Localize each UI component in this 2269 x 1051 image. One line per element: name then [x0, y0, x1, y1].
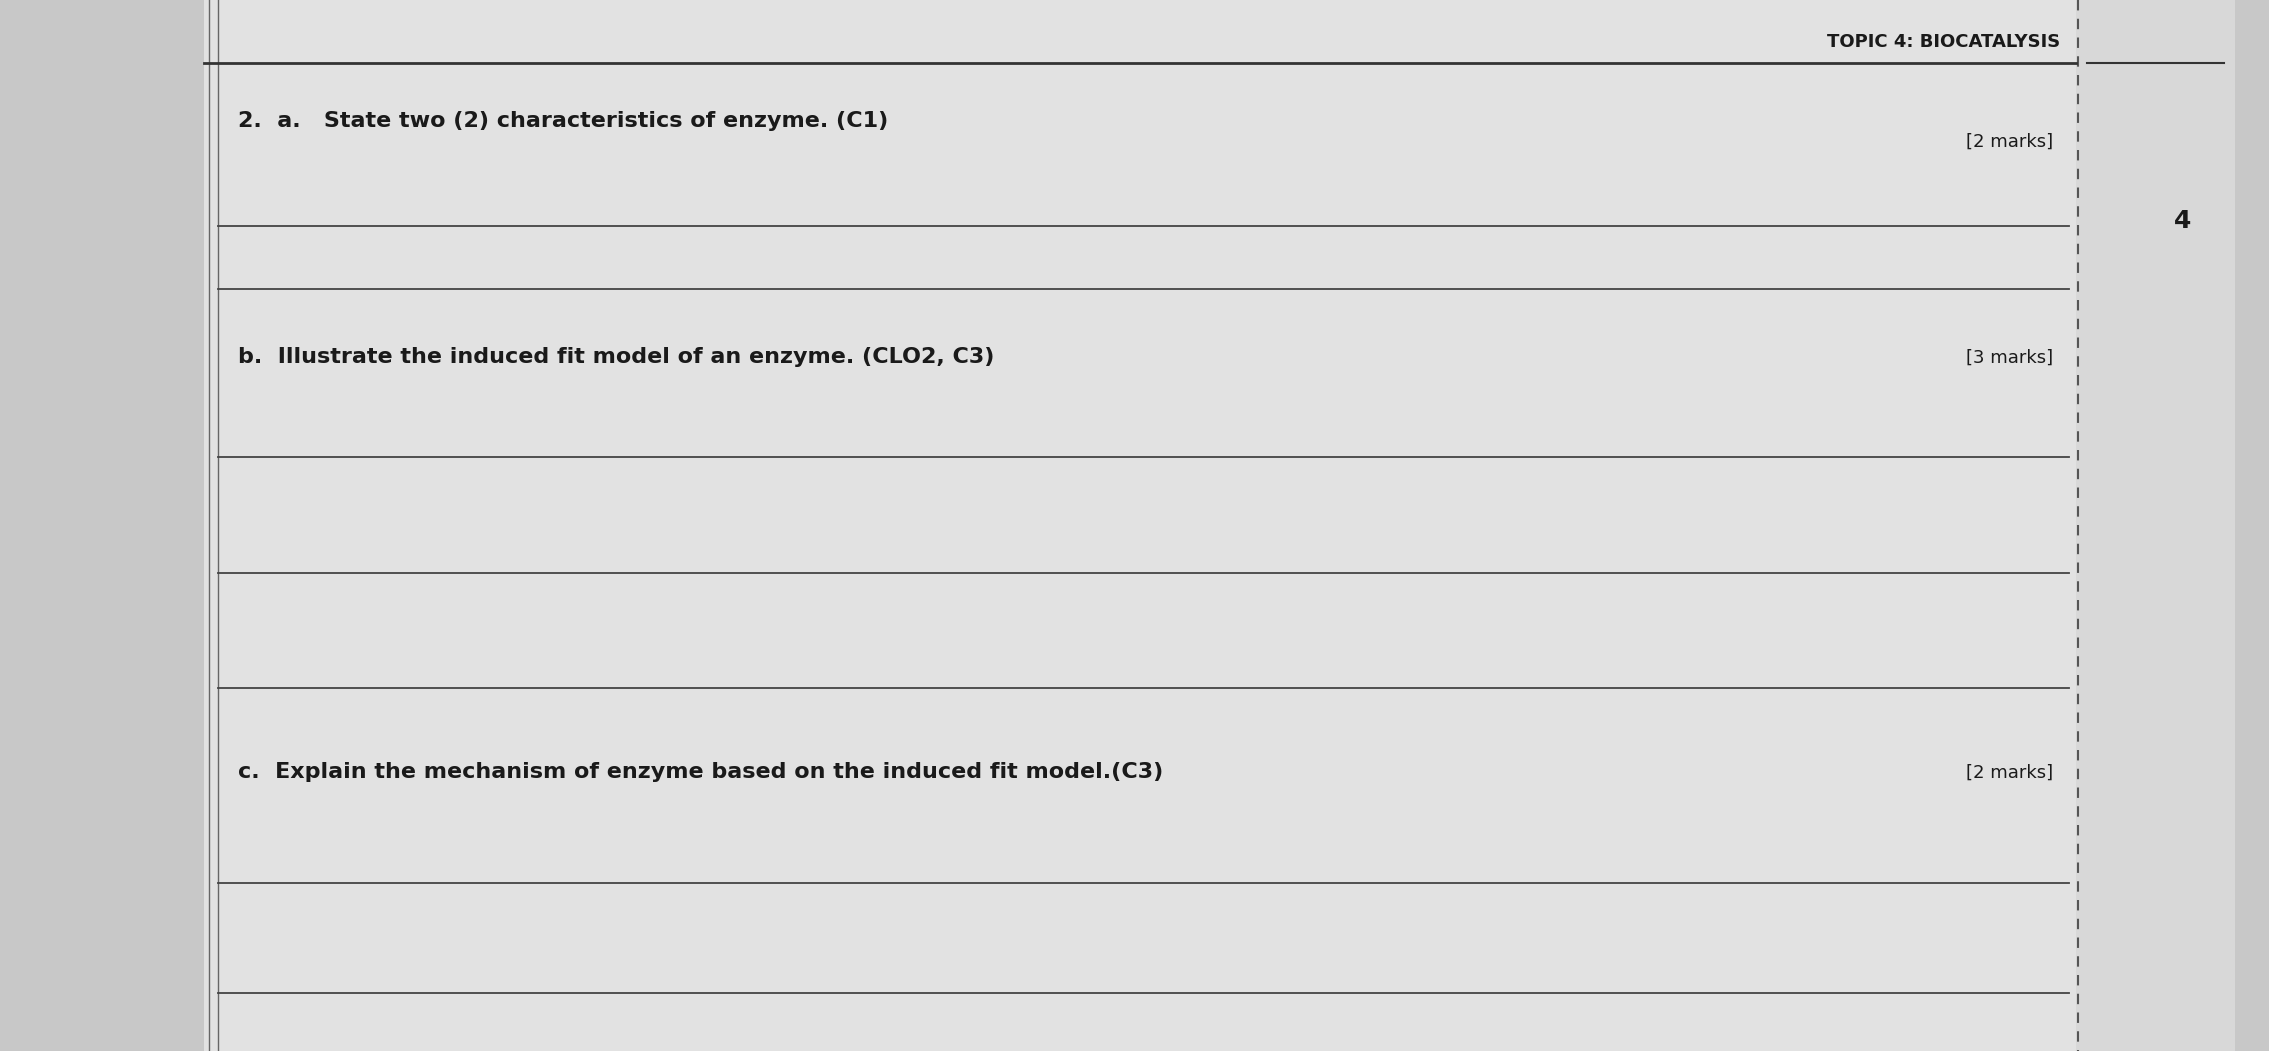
Text: [2 marks]: [2 marks] — [1967, 132, 2053, 151]
Text: [3 marks]: [3 marks] — [1967, 348, 2053, 367]
Bar — [2235, 0, 2269, 1051]
Text: b.  Illustrate the induced fit model of an enzyme. (CLO2, C3): b. Illustrate the induced fit model of a… — [238, 347, 994, 368]
Bar — [204, 0, 2076, 1051]
Text: TOPIC 4: BIOCATALYSIS: TOPIC 4: BIOCATALYSIS — [1827, 33, 2060, 51]
Text: 2.  a.   State two (2) characteristics of enzyme. (C1): 2. a. State two (2) characteristics of e… — [238, 110, 889, 131]
Text: 4: 4 — [2174, 209, 2192, 232]
Text: [2 marks]: [2 marks] — [1967, 763, 2053, 782]
Text: c.  Explain the mechanism of enzyme based on the induced fit model.(C3): c. Explain the mechanism of enzyme based… — [238, 762, 1164, 783]
Bar — [2076, 0, 2235, 1051]
